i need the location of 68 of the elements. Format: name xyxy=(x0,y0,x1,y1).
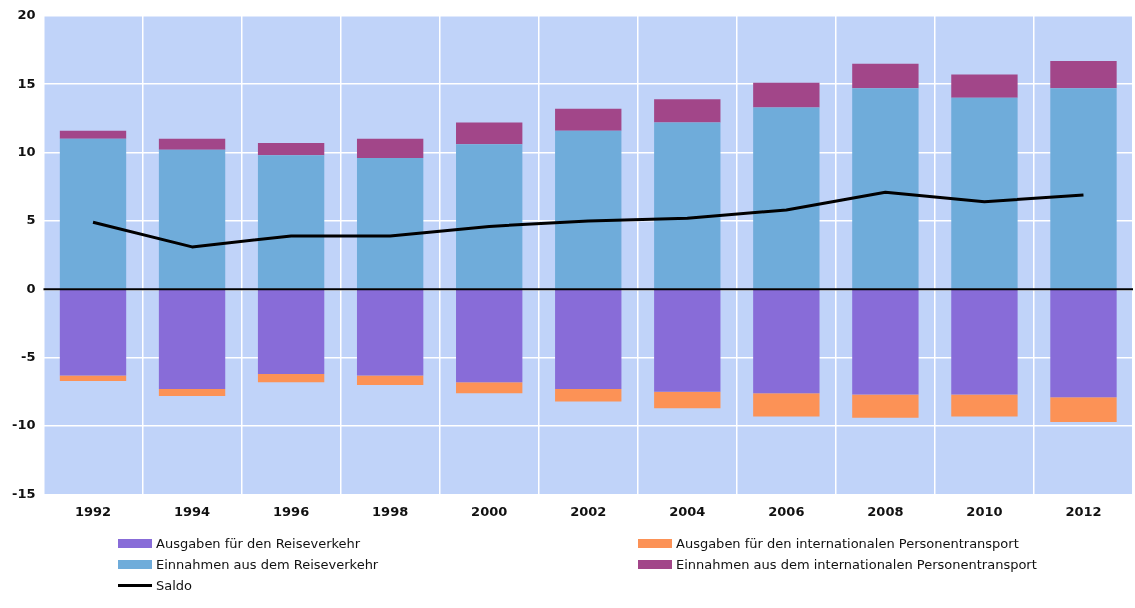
legend-label: Einnahmen aus dem internationalen Personentransport xyxy=(676,557,1037,572)
bar xyxy=(1050,60,1117,89)
x-tick-label: 1994 xyxy=(173,503,211,519)
bar xyxy=(654,391,721,409)
bar xyxy=(951,97,1018,289)
bar xyxy=(59,290,127,376)
bar xyxy=(257,142,325,156)
y-tick-label: -15 xyxy=(11,485,36,501)
y-tick-label: 10 xyxy=(17,143,36,159)
bar xyxy=(456,144,523,289)
bar xyxy=(654,290,721,392)
bar xyxy=(158,290,226,390)
x-tick-label: 1996 xyxy=(273,503,310,519)
legend-label: Saldo xyxy=(156,578,193,593)
bar xyxy=(753,107,820,289)
bar xyxy=(456,382,523,394)
bar xyxy=(753,290,820,394)
legend-label: Ausgaben für den internationalen Personentransport xyxy=(676,536,1019,551)
bar xyxy=(852,394,919,418)
x-tick-label: 2010 xyxy=(966,503,1003,519)
bar xyxy=(555,389,622,402)
bar xyxy=(555,290,622,390)
legend-label: Einnahmen aus dem Reiseverkehr xyxy=(156,557,379,572)
bar xyxy=(456,122,523,145)
x-tick-label: 2000 xyxy=(471,503,508,519)
bar xyxy=(356,375,424,386)
bar xyxy=(1050,88,1117,289)
y-tick-label: 20 xyxy=(17,7,36,23)
x-tick-label: 1992 xyxy=(74,503,112,519)
bar xyxy=(1050,397,1117,422)
legend-label: Ausgaben für den Reiseverkehr xyxy=(156,536,361,551)
bar xyxy=(257,374,325,383)
bar xyxy=(753,393,820,417)
bar xyxy=(59,375,127,381)
bar xyxy=(951,394,1018,417)
x-tick-label: 2012 xyxy=(1065,503,1102,519)
y-tick-label: -5 xyxy=(21,349,36,365)
y-tick-label: 0 xyxy=(26,280,36,296)
bar xyxy=(654,122,721,289)
bar xyxy=(356,138,424,159)
bar xyxy=(654,99,721,123)
bar xyxy=(555,108,622,131)
bar xyxy=(158,138,226,150)
bar xyxy=(951,290,1018,395)
bar xyxy=(356,158,424,289)
bar xyxy=(59,138,127,289)
x-tick-label: 1998 xyxy=(372,503,409,519)
bar xyxy=(1050,290,1117,398)
bar xyxy=(555,130,622,289)
bar xyxy=(456,290,523,383)
x-tick-label: 2006 xyxy=(768,503,805,519)
y-tick-label: 5 xyxy=(26,212,36,228)
y-tick-label: -10 xyxy=(11,417,36,433)
bar xyxy=(852,88,919,289)
y-tick-label: 15 xyxy=(17,75,36,91)
bar xyxy=(951,74,1018,98)
bar xyxy=(158,389,226,396)
bar xyxy=(753,82,820,108)
bar xyxy=(852,63,919,89)
bar xyxy=(257,155,325,289)
bar xyxy=(356,290,424,376)
bar xyxy=(158,149,226,289)
x-tick-label: 2008 xyxy=(867,503,904,519)
bar xyxy=(257,290,325,375)
x-tick-label: 2002 xyxy=(570,503,607,519)
bar xyxy=(852,290,919,395)
bar xyxy=(59,130,127,139)
x-tick-label: 2004 xyxy=(669,503,706,519)
